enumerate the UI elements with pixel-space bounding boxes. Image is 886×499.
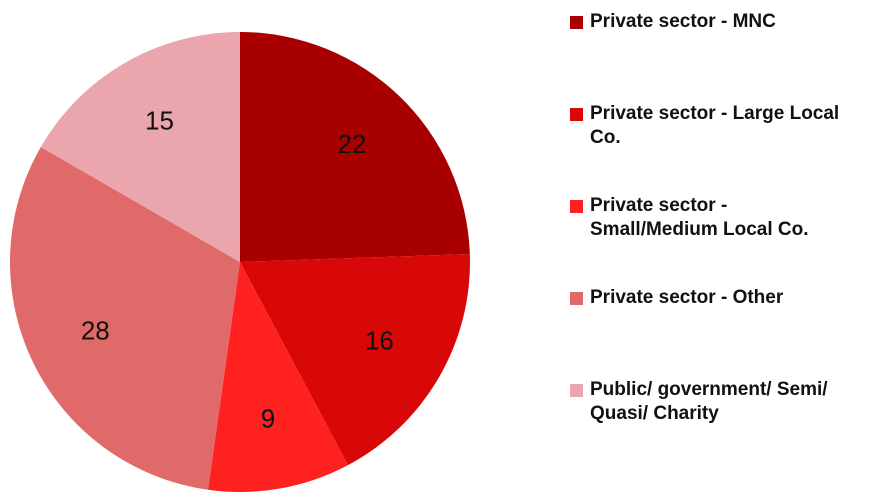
pie-slice: [40, 32, 241, 262]
legend-label: Private sector - Large Local Co.: [590, 103, 840, 148]
pie-slice: [10, 147, 240, 490]
pie-slice: [240, 32, 470, 262]
legend-swatch: [570, 200, 583, 213]
legend-label: Private sector - Other: [590, 287, 784, 308]
legend-swatch: [570, 16, 583, 29]
data-label: 9: [261, 403, 275, 433]
legend-label: Public/ government/ Semi/ Quasi/ Charity: [590, 379, 828, 424]
data-label: 28: [81, 315, 110, 345]
legend-item: Private sector - Large Local Co.: [568, 102, 840, 194]
legend-label: Private sector - MNC: [590, 11, 776, 32]
legend-item: Private sector - Small/Medium Local Co.: [568, 194, 840, 286]
data-label: 16: [365, 325, 394, 355]
legend-swatch: [570, 108, 583, 121]
legend-item: Public/ government/ Semi/ Quasi/ Charity: [568, 378, 840, 470]
legend-label: Private sector - Small/Medium Local Co.: [590, 195, 809, 240]
legend-item: Private sector - MNC: [568, 10, 840, 102]
legend: Private sector - MNC Private sector - Lar…: [568, 10, 868, 470]
legend-swatch: [570, 384, 583, 397]
data-label: 15: [145, 105, 174, 135]
pie-slice: [240, 253, 470, 466]
data-label: 22: [337, 129, 366, 159]
legend-swatch: [570, 292, 583, 305]
pie: 22 16 9 28 15: [10, 32, 470, 492]
legend-item: Private sector - Other: [568, 286, 840, 378]
pie-slice: [207, 262, 348, 492]
